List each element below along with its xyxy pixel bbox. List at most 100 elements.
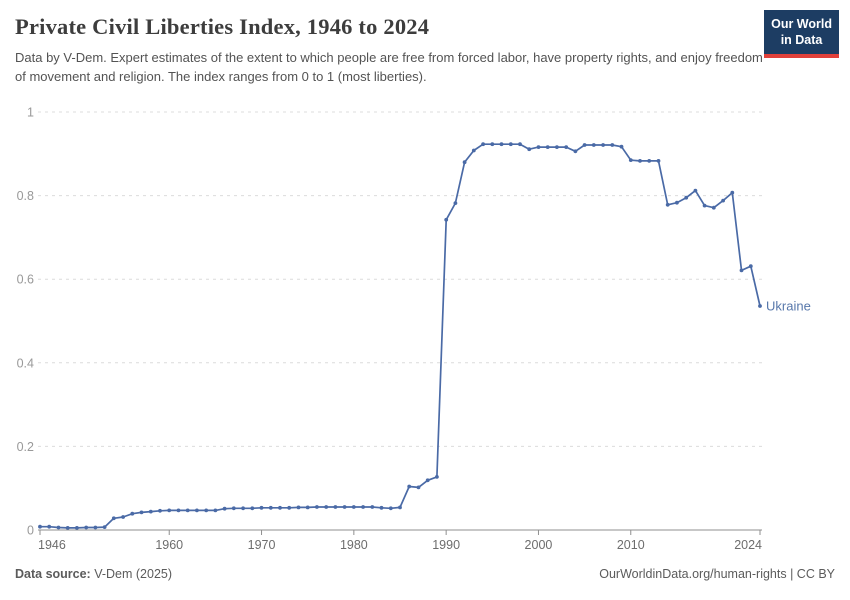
data-point-marker[interactable] [407, 484, 412, 489]
data-point-marker[interactable] [536, 145, 541, 149]
data-point-marker[interactable] [56, 525, 61, 530]
data-point-marker[interactable] [296, 505, 301, 510]
data-point-marker[interactable] [241, 506, 246, 511]
data-point-marker[interactable] [324, 505, 329, 509]
owid-logo-line1: Our World [771, 17, 832, 31]
data-point-marker[interactable] [702, 203, 707, 208]
data-point-marker[interactable] [573, 149, 578, 154]
data-point-marker[interactable] [398, 505, 402, 510]
data-point-marker[interactable] [315, 505, 319, 509]
data-point-marker[interactable] [435, 475, 439, 479]
y-tick-label: 0.4 [17, 356, 34, 370]
data-point-marker[interactable] [499, 142, 504, 147]
data-point-marker[interactable] [739, 268, 744, 273]
data-point-marker[interactable] [268, 505, 273, 510]
data-point-marker[interactable] [250, 506, 255, 511]
owid-logo[interactable]: Our World in Data [764, 10, 839, 58]
line-chart-canvas: 0 0.2 0.4 0.6 0.8 1 1946 1960 1970 1980 1990 2000 20… [17, 106, 811, 553]
data-point-marker[interactable] [287, 505, 292, 510]
data-point-marker[interactable] [656, 159, 661, 163]
data-point-marker[interactable] [351, 505, 356, 509]
data-point-marker[interactable] [527, 147, 532, 152]
data-point-marker[interactable] [555, 145, 559, 149]
y-tick-label: 0.8 [17, 189, 34, 203]
x-tick-label: 1990 [432, 538, 460, 552]
data-point-marker[interactable] [38, 524, 42, 529]
data-point-marker[interactable] [665, 202, 670, 207]
data-point-marker[interactable] [462, 160, 467, 165]
data-point-marker[interactable] [647, 159, 652, 163]
data-point-marker[interactable] [508, 142, 513, 147]
data-source-label: Data source: [15, 567, 91, 581]
data-point-marker[interactable] [748, 264, 753, 269]
data-point-marker[interactable] [481, 142, 485, 147]
data-point-marker[interactable] [619, 144, 624, 149]
data-point-marker[interactable] [638, 159, 642, 163]
data-point-marker[interactable] [628, 158, 633, 162]
data-point-marker[interactable] [47, 524, 52, 529]
data-point-marker[interactable] [333, 505, 338, 509]
data-point-marker[interactable] [176, 508, 181, 513]
data-point-marker[interactable] [305, 505, 310, 510]
data-point-marker[interactable] [416, 485, 421, 490]
data-source-value: V-Dem (2025) [90, 567, 173, 581]
data-point-marker[interactable] [204, 508, 209, 513]
y-tick-label: 0 [27, 524, 34, 538]
data-point-marker[interactable] [102, 525, 107, 529]
data-point-marker[interactable] [121, 515, 125, 519]
data-point-marker[interactable] [65, 526, 70, 530]
data-point-marker[interactable] [148, 509, 153, 514]
entity-end-label[interactable]: Ukraine [766, 298, 811, 313]
data-point-marker[interactable] [758, 304, 762, 308]
chart-subtitle: Data by V-Dem. Expert estimates of the e… [15, 50, 763, 84]
data-point-marker[interactable] [222, 506, 227, 511]
data-point-marker[interactable] [213, 508, 218, 513]
data-point-marker[interactable] [675, 200, 679, 205]
data-point-marker[interactable] [684, 195, 689, 200]
data-point-marker[interactable] [158, 508, 162, 513]
data-point-marker[interactable] [111, 516, 116, 521]
x-tick-label: 1946 [38, 538, 66, 552]
data-point-marker[interactable] [693, 188, 698, 193]
data-point-marker[interactable] [342, 505, 347, 509]
data-point-marker[interactable] [130, 511, 135, 516]
page-title: Private Civil Liberties Index, 1946 to 2… [15, 14, 430, 39]
data-point-marker[interactable] [601, 143, 605, 147]
data-point-marker[interactable] [721, 198, 725, 203]
data-point-marker[interactable] [75, 526, 79, 530]
data-point-marker[interactable] [388, 506, 393, 511]
data-point-marker[interactable] [453, 201, 458, 205]
owid-logo-line2: in Data [780, 33, 823, 48]
data-point-marker[interactable] [93, 525, 98, 530]
data-point-marker[interactable] [711, 205, 716, 210]
data-point-marker[interactable] [518, 142, 522, 147]
footer-credit[interactable]: OurWorldinData.org/human-rights | CC BY [599, 567, 835, 581]
y-tick-label: 1 [27, 106, 34, 120]
data-point-marker[interactable] [564, 145, 569, 149]
x-tick-label: 1960 [155, 538, 183, 552]
data-point-marker[interactable] [195, 508, 199, 513]
data-point-marker[interactable] [591, 143, 596, 147]
data-point-marker[interactable] [370, 505, 375, 509]
data-point-marker[interactable] [582, 143, 587, 147]
data-point-marker[interactable] [361, 505, 365, 509]
data-point-marker[interactable] [545, 145, 550, 149]
data-point-marker[interactable] [185, 508, 190, 513]
data-point-marker[interactable] [379, 505, 384, 510]
trend-line[interactable] [39, 143, 761, 529]
data-point-marker[interactable] [444, 217, 449, 222]
y-tick-label: 0.6 [17, 273, 34, 287]
data-point-marker[interactable] [425, 478, 430, 483]
data-point-marker[interactable] [139, 510, 144, 515]
data-point-marker[interactable] [167, 508, 172, 513]
data-point-marker[interactable] [471, 148, 476, 153]
data-point-marker[interactable] [231, 506, 236, 511]
data-point-marker[interactable] [730, 190, 735, 195]
data-point-marker[interactable] [278, 505, 282, 510]
data-point-marker[interactable] [490, 142, 495, 147]
data-point-marker[interactable] [610, 143, 615, 147]
data-point-marker[interactable] [259, 505, 264, 510]
data-point-marker[interactable] [84, 525, 89, 530]
x-tick-label: 2024 [734, 538, 762, 552]
